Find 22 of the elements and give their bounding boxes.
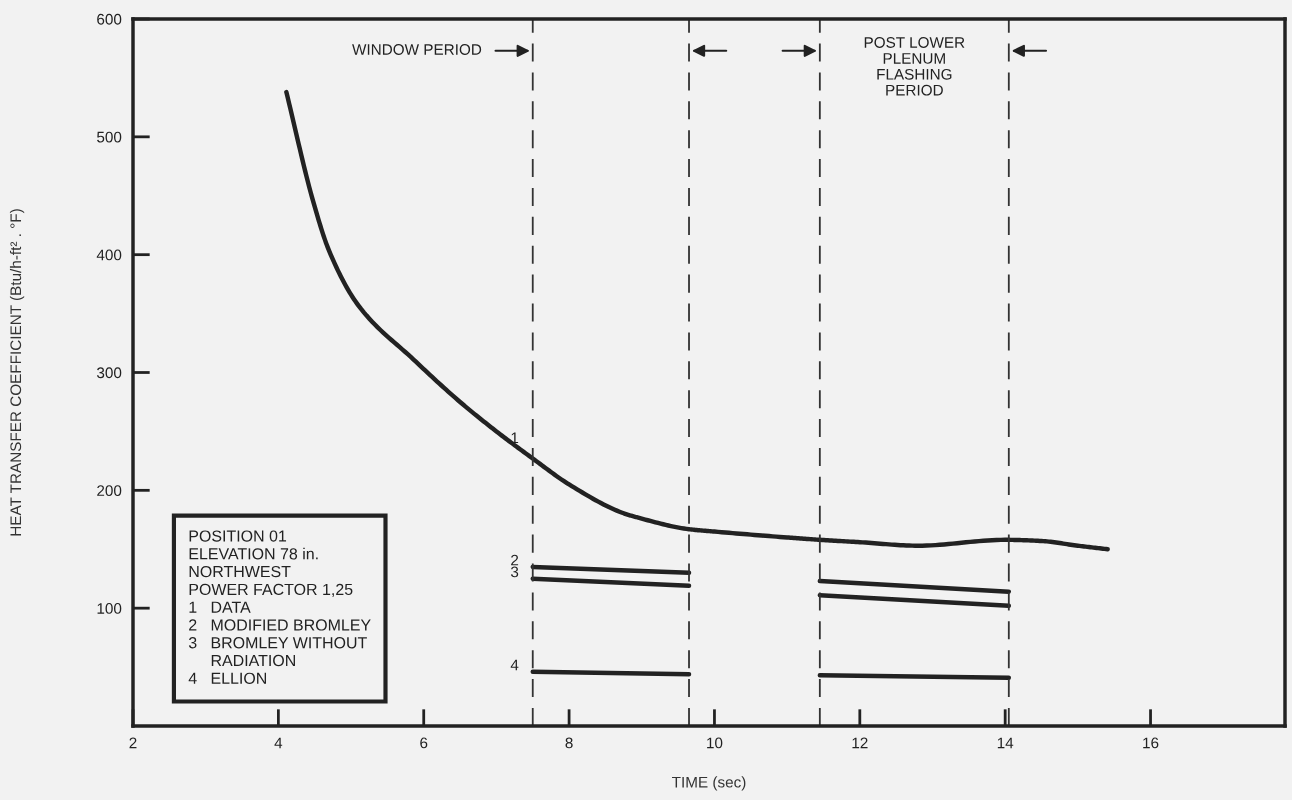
- y-tick-label: 100: [97, 603, 122, 614]
- x-tick-label: 8: [565, 737, 573, 749]
- text: POSITION 01 ELEVATION 78 in. NORTHWEST POWER FACTOR 1,25 1 DATA 2 MODIFIED BROMLEY 3 BROMLEY WITHOUT RADIATION 4 ELLION: [188, 530, 371, 684]
- annotation: POST LOWER PLENUM FLASHING PERIOD: [864, 37, 965, 96]
- x-tick-label: 16: [1143, 737, 1159, 749]
- x-tick-label: 4: [274, 737, 283, 749]
- y-tick-label: 600: [97, 13, 122, 25]
- y-axis-title: HEAT TRANSFER COEFFICIENT (Btu/h-ft² . °F): [9, 209, 25, 536]
- x-axis-title: TIME (sec): [672, 776, 746, 791]
- x-tick-label: 12: [852, 737, 868, 749]
- annotation: WINDOW PERIOD: [352, 44, 482, 55]
- series-label: 2: [511, 554, 519, 566]
- y-tick-label: 500: [97, 131, 122, 143]
- x-tick-label: 10: [707, 737, 723, 749]
- y-tick-label: 200: [97, 485, 122, 497]
- series-label: 3: [510, 566, 519, 578]
- x-tick-label: 2: [129, 737, 137, 749]
- x-tick-label: 6: [420, 737, 428, 749]
- y-tick-label: 400: [96, 249, 122, 261]
- series-label: 4: [510, 659, 519, 671]
- y-tick-label: 300: [96, 367, 122, 379]
- x-tick-label: 14: [997, 737, 1014, 749]
